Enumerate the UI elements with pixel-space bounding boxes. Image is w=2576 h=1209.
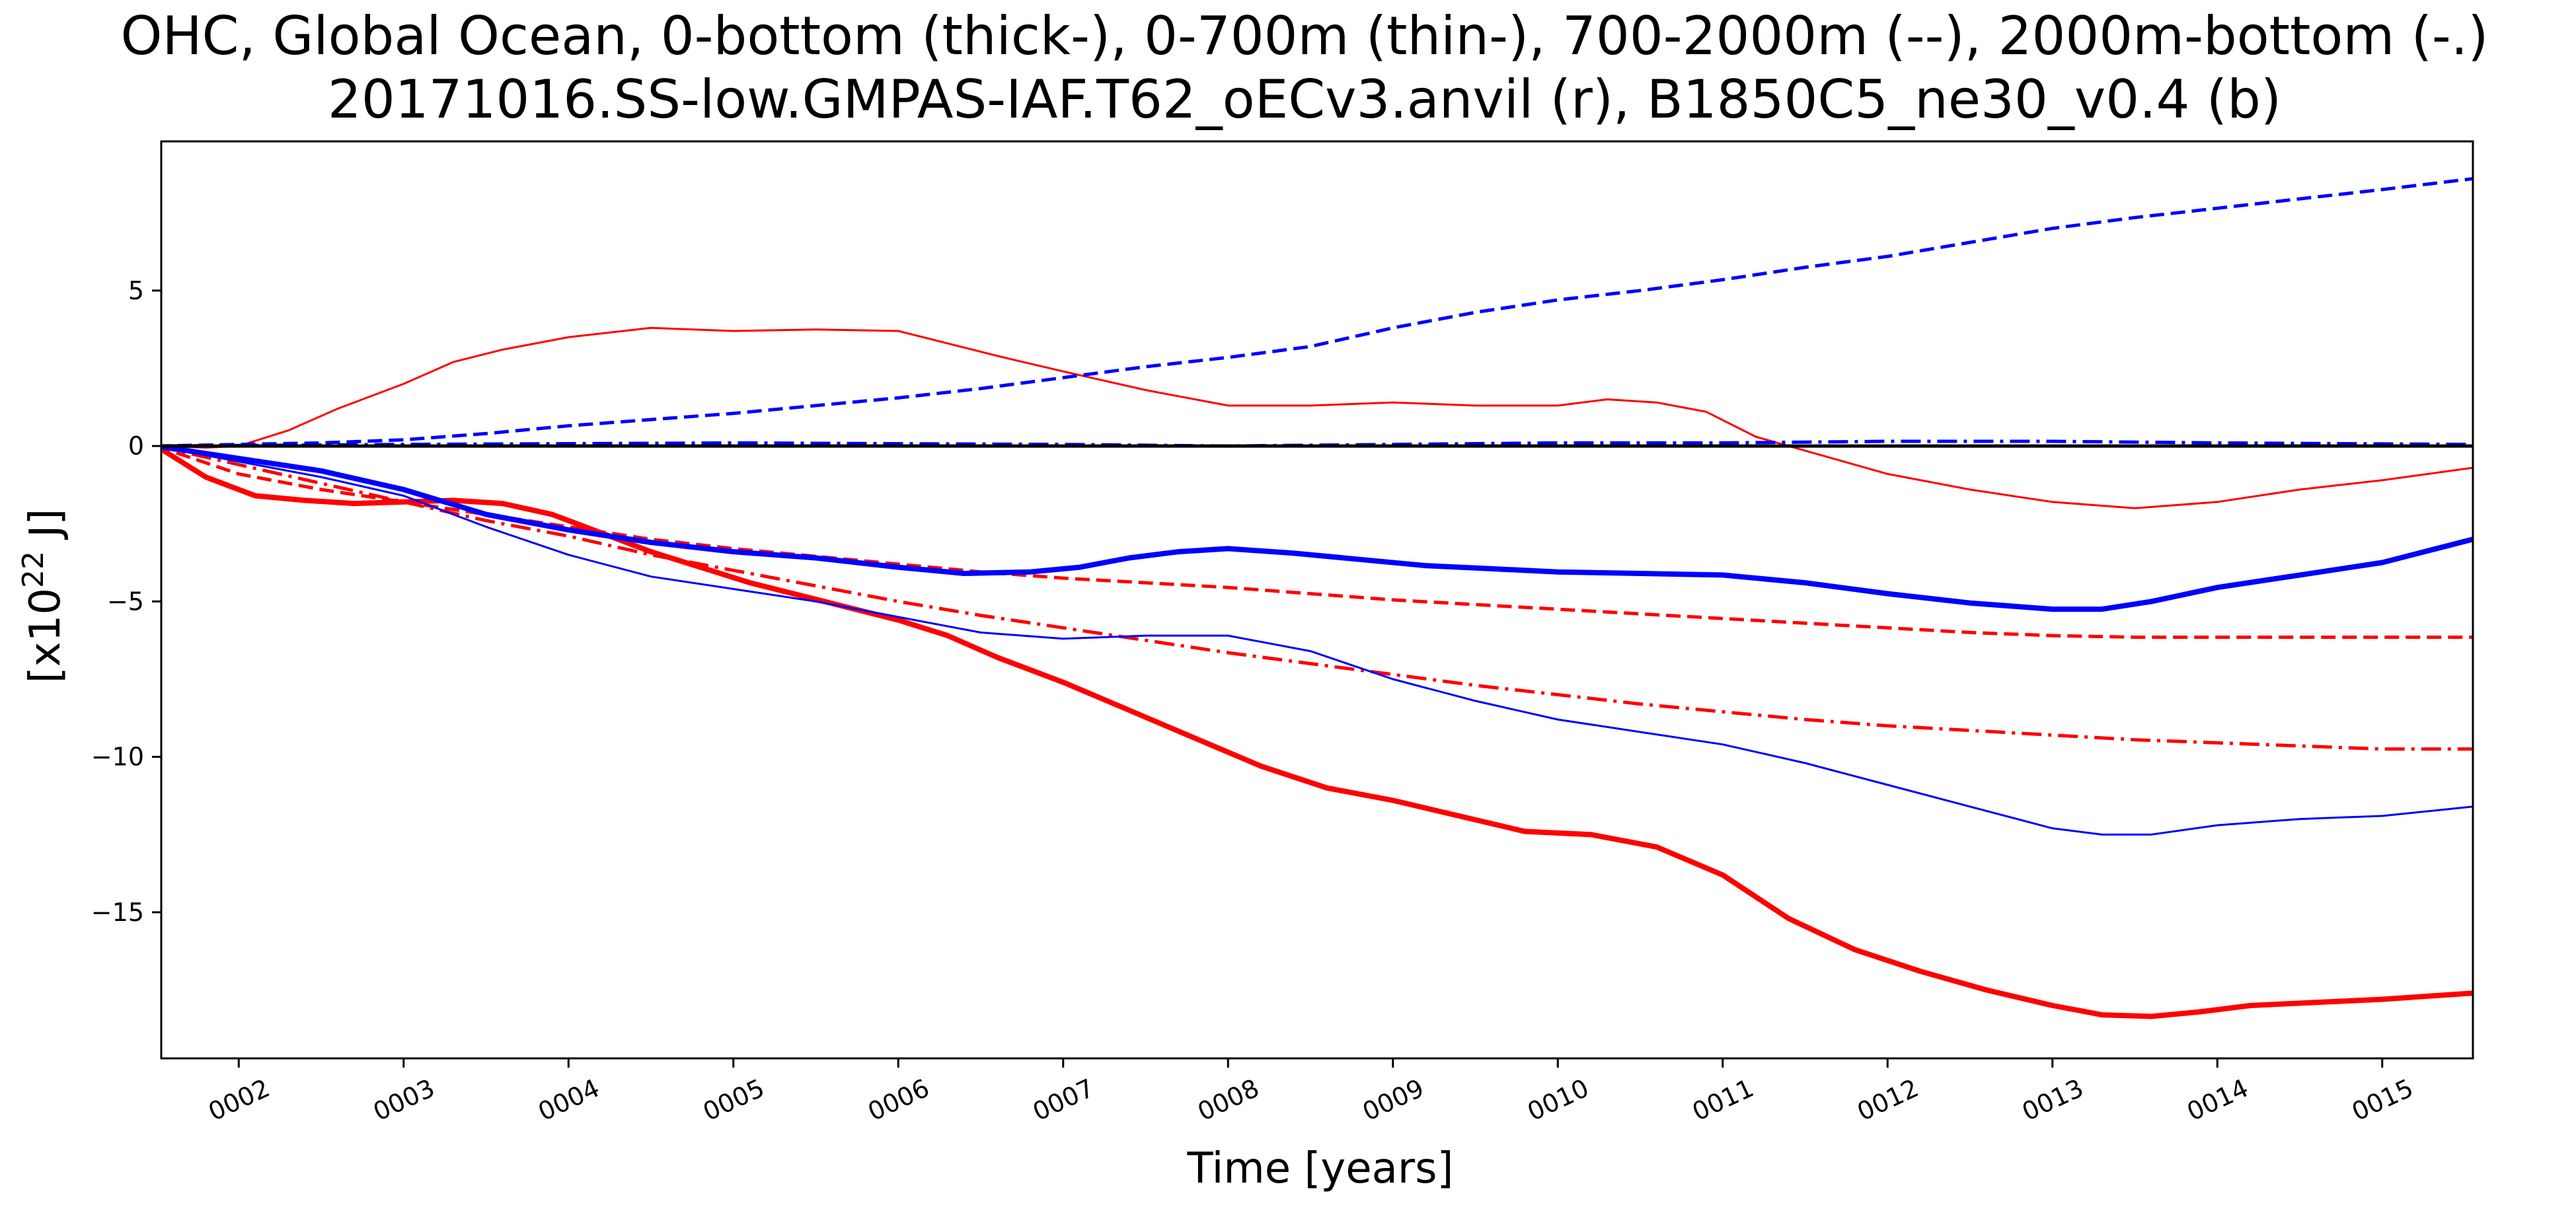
chart-title-line1: OHC, Global Ocean, 0-bottom (thick-), 0-… — [121, 5, 2489, 67]
x-axis: 0002 0003 0004 0005 0006 0007 0008 0009 0010 0011… — [204, 1058, 2417, 1127]
x-tick-label: 0011 — [1688, 1074, 1758, 1127]
plot-area — [160, 140, 2474, 1060]
x-tick-label: 0014 — [2183, 1074, 2253, 1127]
x-tick-label: 0005 — [699, 1074, 769, 1127]
y-axis-label-suffix: J] — [21, 509, 70, 551]
y-axis-label-exponent: 22 — [17, 551, 50, 588]
series-line-3 — [161, 446, 2473, 639]
y-tick-label: −10 — [91, 743, 144, 772]
y-tick-label: 5 — [128, 276, 144, 305]
x-tick-label: 0006 — [864, 1074, 934, 1127]
series-line-2 — [161, 326, 2473, 509]
x-tick-label: 0012 — [1853, 1074, 1923, 1127]
y-axis-label-prefix: [x10 — [21, 588, 70, 683]
series-line-4 — [161, 445, 2473, 751]
y-tick-label: −5 — [107, 587, 144, 616]
series-line-6 — [161, 445, 2473, 836]
series-line-5 — [161, 444, 2473, 612]
x-tick-label: 0002 — [204, 1074, 274, 1127]
x-tick-label: 0003 — [369, 1074, 439, 1127]
series-layer — [161, 177, 2473, 1019]
x-axis-label: Time [years] — [1186, 1144, 1453, 1193]
series-line-1 — [161, 446, 2473, 1019]
x-tick-label: 0007 — [1028, 1074, 1098, 1127]
series-line-8 — [161, 439, 2473, 448]
series-line-7 — [161, 177, 2473, 448]
x-tick-label: 0008 — [1193, 1074, 1264, 1127]
chart-title-line2: 20171016.SS-low.GMPAS-IAF.T62_oECv3.anvi… — [328, 69, 2281, 130]
y-tick-label: 0 — [128, 431, 144, 460]
x-tick-label: 0004 — [534, 1074, 604, 1127]
plot-frame — [160, 140, 2474, 1060]
x-tick-label: 0010 — [1523, 1074, 1593, 1127]
x-tick-label: 0013 — [2018, 1074, 2088, 1127]
y-axis: 5 0 −5 −10 −15 — [91, 276, 161, 927]
x-tick-label: 0015 — [2347, 1074, 2417, 1127]
y-axis-label: [x1022 J] — [17, 509, 71, 683]
x-tick-label: 0009 — [1358, 1074, 1428, 1127]
y-tick-label: −15 — [91, 898, 144, 927]
